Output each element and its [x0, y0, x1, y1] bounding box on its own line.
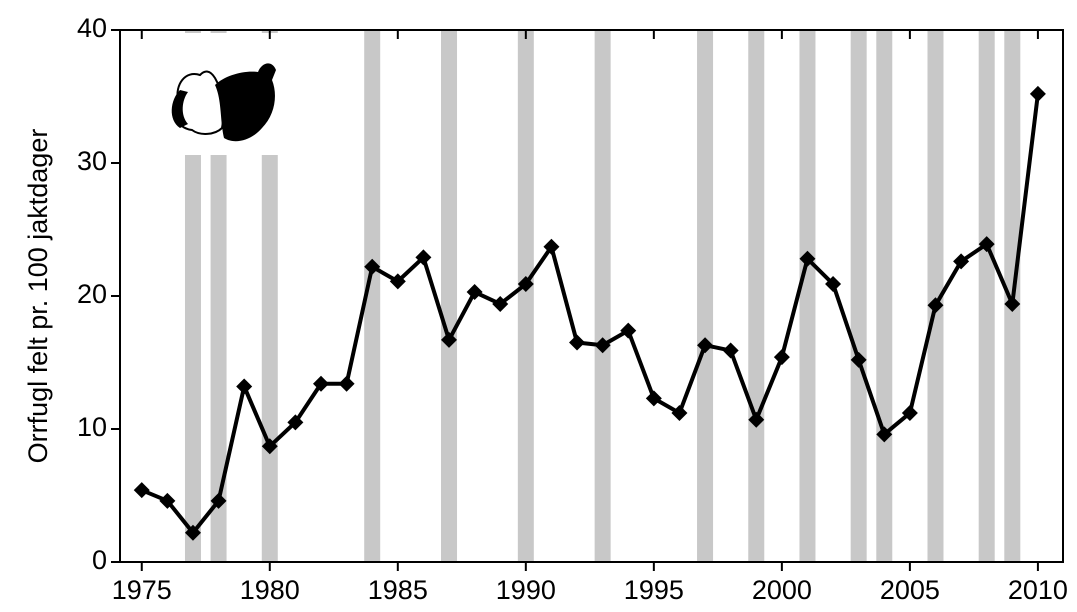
shaded-year: [799, 30, 816, 562]
shaded-year: [594, 30, 611, 562]
data-point: [287, 414, 304, 431]
data-point: [1029, 85, 1046, 102]
data-point: [799, 250, 816, 267]
data-point: [825, 276, 842, 293]
y-tick-label: 10: [77, 412, 107, 442]
data-point: [389, 273, 406, 290]
icon-body: [215, 63, 276, 142]
data-point: [466, 284, 483, 301]
data-point: [364, 258, 381, 275]
icon-wing: [171, 90, 188, 128]
x-tick-label: 2010: [1008, 575, 1068, 605]
data-point: [261, 438, 278, 455]
data-point: [978, 236, 995, 253]
shaded-year: [261, 30, 278, 562]
data-point: [901, 405, 918, 422]
x-tick-label: 1990: [496, 575, 556, 605]
data-point: [569, 334, 586, 351]
shaded-year: [876, 30, 893, 562]
data-point: [312, 375, 329, 392]
data-point: [210, 492, 227, 509]
data-point: [1004, 295, 1021, 312]
shaded-year: [517, 30, 534, 562]
shaded-year: [441, 30, 458, 562]
shaded-year: [184, 30, 201, 562]
data-point: [594, 337, 611, 354]
data-point: [927, 297, 944, 314]
data-point: [850, 351, 867, 368]
x-tick-label: 1985: [368, 575, 428, 605]
grouse-icon: [160, 33, 290, 155]
data-point: [159, 492, 176, 509]
data-point: [236, 378, 253, 395]
data-point: [773, 349, 790, 366]
data-point: [876, 426, 893, 443]
shaded-year: [927, 30, 944, 562]
y-tick-label: 30: [77, 146, 107, 176]
data-point: [748, 411, 765, 428]
data-point: [492, 295, 509, 312]
shaded-year: [210, 30, 227, 562]
shaded-year: [697, 30, 714, 562]
shaded-year: [850, 30, 867, 562]
shaded-year: [978, 30, 995, 562]
y-tick-label: 20: [77, 279, 107, 309]
data-point: [441, 331, 458, 348]
data-point: [671, 405, 688, 422]
shaded-year: [748, 30, 765, 562]
x-tick-label: 2005: [880, 575, 940, 605]
data-point: [184, 524, 201, 541]
data-point: [133, 482, 150, 499]
shade-layer: [184, 30, 1021, 562]
data-point: [338, 375, 355, 392]
shaded-year: [364, 30, 381, 562]
data-point: [953, 253, 970, 270]
data-point: [517, 276, 534, 293]
x-tick-label: 1995: [624, 575, 684, 605]
x-tick-label: 1980: [240, 575, 300, 605]
data-point: [645, 390, 662, 407]
y-tick-label: 40: [77, 13, 107, 43]
y-tick-label: 0: [92, 545, 107, 575]
data-point: [620, 322, 637, 339]
data-point: [722, 342, 739, 359]
data-point: [697, 337, 714, 354]
x-tick-label: 2000: [752, 575, 812, 605]
data-point: [543, 238, 560, 255]
x-tick-label: 1975: [112, 575, 172, 605]
y-axis-label: Orrfugl felt pr. 100 jaktdager: [23, 129, 53, 464]
data-point: [415, 249, 432, 266]
